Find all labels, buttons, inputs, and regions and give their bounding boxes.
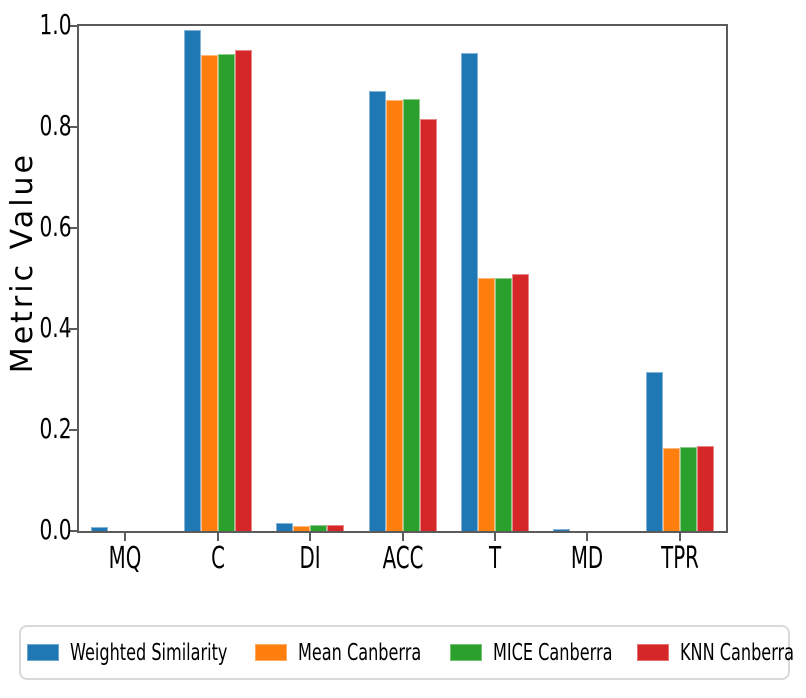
bar-weighted-similarity-di: [276, 523, 293, 531]
x-axis: MQ C DI ACC T MD TPR: [77, 533, 728, 593]
x-tick-mark: [586, 533, 589, 541]
bar-mice-canberra-acc: [403, 99, 420, 531]
legend-label: Mean Canberra: [298, 639, 422, 666]
y-tick-label: 0.2: [39, 412, 72, 445]
legend-swatch: [255, 644, 287, 661]
legend-item-weighted-similarity: Weighted Similarity: [27, 641, 295, 665]
bar-weighted-similarity-acc: [369, 91, 386, 531]
x-tick-mark: [309, 533, 312, 541]
bar-mice-canberra-di: [310, 525, 327, 531]
plot-area: [77, 24, 728, 533]
y-tick-mark: [69, 227, 77, 229]
y-tick-mark: [69, 328, 77, 330]
x-tick-label-mq: MQ: [108, 541, 142, 576]
y-tick-label: 0.6: [39, 210, 72, 243]
bar-knn-canberra-tpr: [697, 446, 714, 531]
x-tick-label-t: T: [488, 541, 501, 576]
y-tick-label: 0.0: [39, 513, 72, 546]
y-tick-mark: [69, 429, 77, 431]
y-tick-label: 0.4: [39, 311, 72, 344]
bar-mean-canberra-di: [293, 526, 310, 531]
legend-label: Weighted Similarity: [70, 639, 228, 666]
legend-label: KNN Canberra: [680, 639, 795, 666]
bars-layer: [79, 26, 726, 531]
y-tick-mark: [69, 126, 77, 128]
x-tick-label-acc: ACC: [382, 541, 423, 576]
x-tick-mark: [216, 533, 219, 541]
legend-swatch: [27, 644, 59, 661]
bar-weighted-similarity-md: [553, 529, 570, 531]
bar-knn-canberra-t: [512, 274, 529, 531]
bar-knn-canberra-c: [235, 50, 252, 531]
bar-weighted-similarity-mq: [91, 527, 108, 531]
y-tick-label: 1.0: [39, 8, 72, 41]
y-tick-label: 0.8: [39, 109, 72, 142]
legend-item-mean-canberra: Mean Canberra: [255, 641, 474, 665]
bar-knn-canberra-acc: [420, 119, 437, 531]
x-tick-mark: [493, 533, 496, 541]
bar-mice-canberra-c: [218, 54, 235, 531]
bar-weighted-similarity-t: [461, 53, 478, 531]
legend: Weighted Similarity Mean Canberra MICE Can…: [19, 625, 794, 680]
bar-mice-canberra-t: [495, 278, 512, 531]
legend-swatch: [450, 644, 482, 661]
x-tick-label-tpr: TPR: [660, 541, 699, 576]
bar-mean-canberra-c: [201, 55, 218, 531]
bar-weighted-similarity-c: [184, 30, 201, 531]
x-tick-label-c: C: [210, 541, 225, 576]
legend-item-knn-canberra: KNN Canberra: [637, 641, 806, 665]
legend-label: MICE Canberra: [493, 639, 613, 666]
x-tick-mark: [124, 533, 127, 541]
y-tick-mark: [69, 25, 77, 27]
legend-swatch: [637, 644, 669, 661]
bar-mice-canberra-tpr: [680, 447, 697, 531]
x-tick-mark: [678, 533, 681, 541]
y-axis: 0.0 0.2 0.4 0.6 0.8 1.0: [0, 11, 77, 544]
legend-item-mice-canberra: MICE Canberra: [450, 641, 664, 665]
bar-mean-canberra-t: [478, 278, 495, 531]
bar-mean-canberra-tpr: [663, 448, 680, 531]
y-tick-mark: [69, 530, 77, 532]
x-tick-label-md: MD: [571, 541, 604, 576]
bar-mean-canberra-acc: [386, 100, 403, 531]
bar-weighted-similarity-tpr: [646, 372, 663, 531]
bar-knn-canberra-di: [327, 525, 344, 531]
x-tick-mark: [401, 533, 404, 541]
x-tick-label-di: DI: [299, 541, 321, 576]
